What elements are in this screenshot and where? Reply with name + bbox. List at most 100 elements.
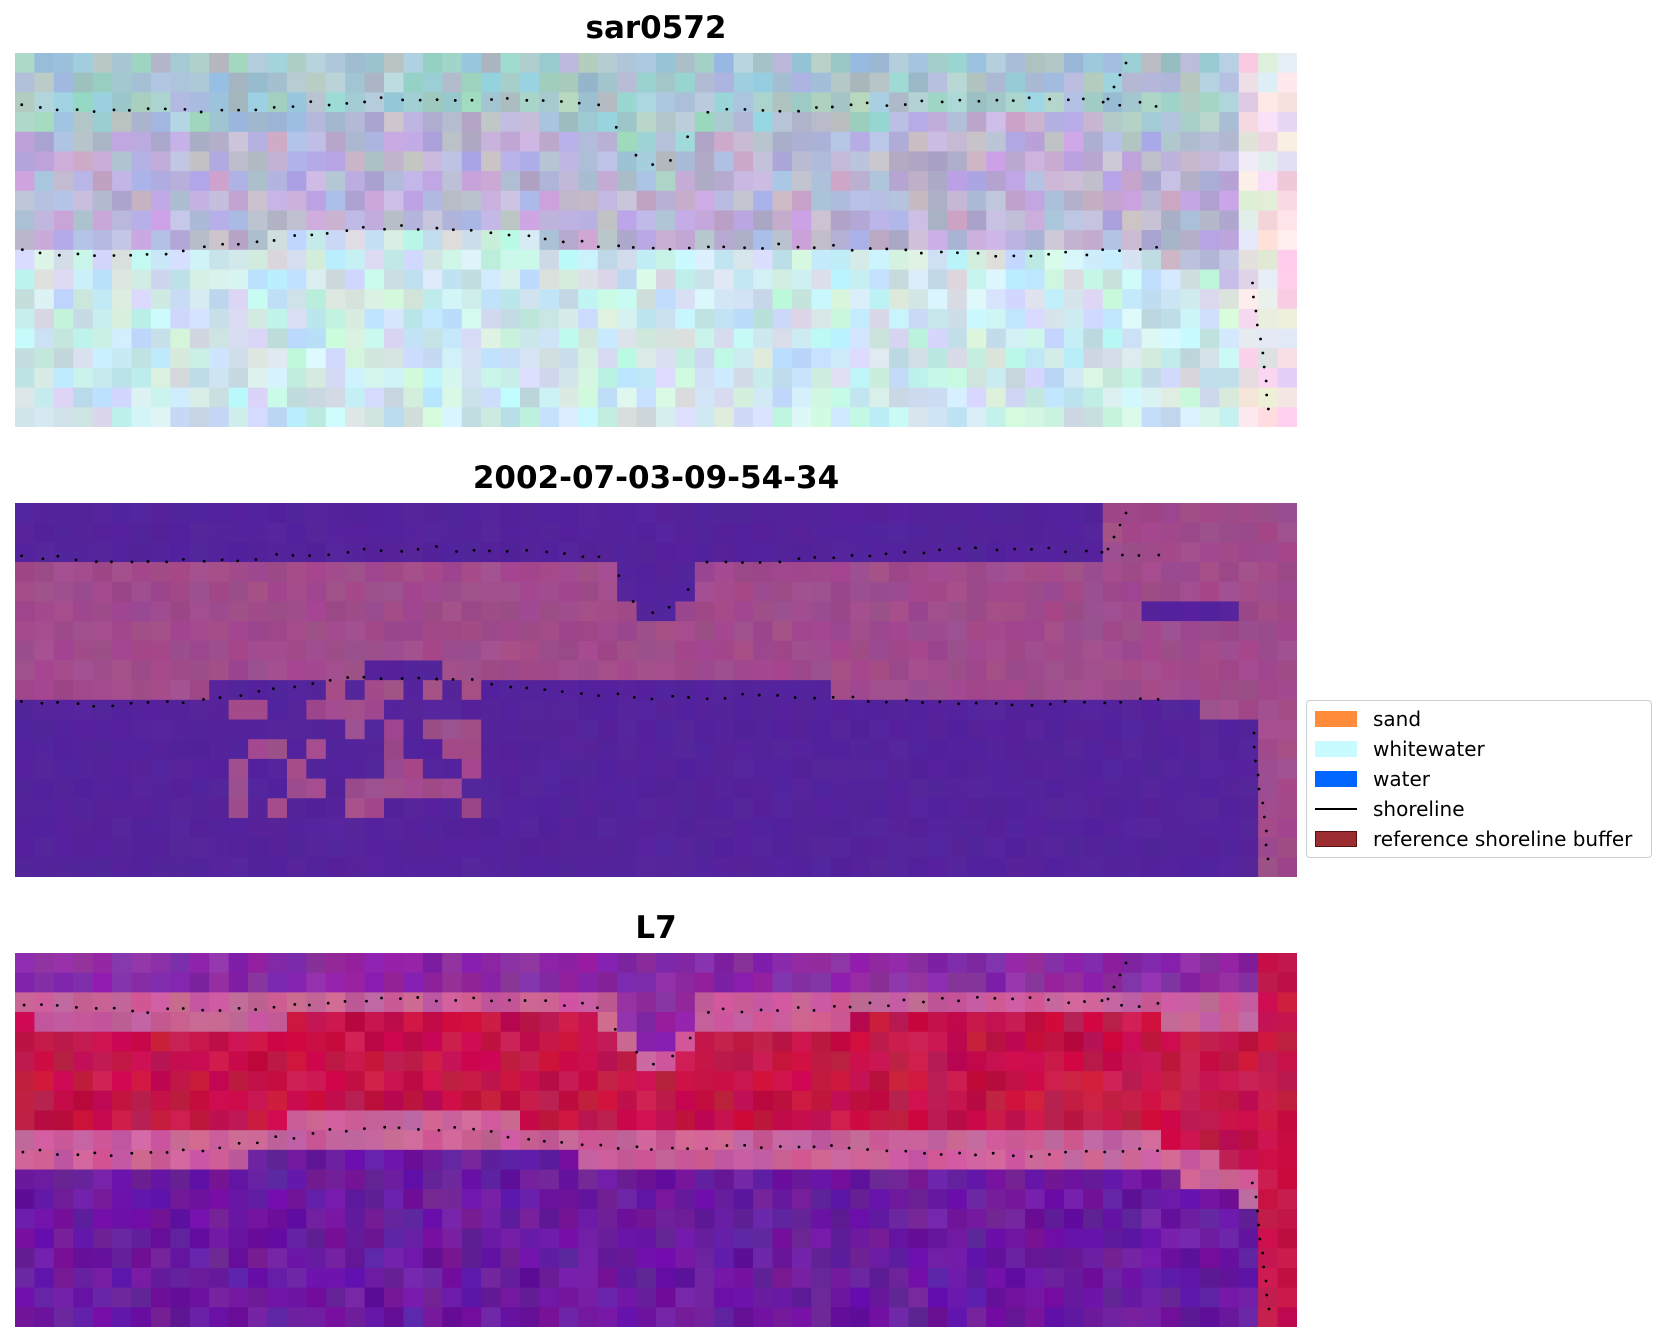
- raster-pixel: [170, 1012, 191, 1033]
- raster-pixel: [675, 1090, 696, 1112]
- raster-pixel: [1063, 581, 1084, 603]
- raster-pixel: [597, 660, 618, 681]
- raster-pixel: [403, 542, 424, 563]
- raster-pixel: [1199, 522, 1220, 543]
- raster-pixel: [267, 1208, 288, 1230]
- raster-pixel: [1083, 131, 1104, 153]
- raster-pixel: [500, 1012, 521, 1033]
- raster-pixel: [53, 1031, 74, 1053]
- raster-pixel: [461, 699, 482, 721]
- raster-pixel: [966, 269, 987, 290]
- raster-pixel: [1083, 210, 1104, 231]
- raster-pixel: [558, 503, 579, 524]
- raster-pixel: [636, 699, 657, 721]
- raster-pixel: [753, 171, 774, 192]
- raster-pixel: [1044, 1228, 1065, 1249]
- raster-pixel: [209, 210, 230, 231]
- raster-pixel: [131, 171, 152, 192]
- raster-pixel: [306, 269, 327, 290]
- raster-pixel: [384, 72, 405, 93]
- raster-pixel: [53, 719, 74, 740]
- raster-pixel: [1199, 660, 1220, 681]
- raster-pixel: [986, 348, 1007, 369]
- raster-pixel: [500, 151, 521, 172]
- raster-pixel: [733, 387, 754, 408]
- shoreline-point: [1137, 1005, 1141, 1008]
- raster-pixel: [1102, 72, 1123, 93]
- raster-pixel: [539, 1090, 560, 1112]
- raster-pixel: [597, 1189, 618, 1210]
- shoreline-point: [778, 109, 782, 113]
- raster-pixel: [772, 817, 793, 839]
- raster-pixel: [306, 758, 327, 780]
- raster-pixel: [714, 562, 735, 583]
- raster-pixel: [1063, 367, 1084, 389]
- raster-pixel: [675, 1228, 696, 1249]
- raster-pixel: [1141, 542, 1162, 563]
- raster-pixel: [636, 640, 657, 662]
- raster-pixel: [1277, 1071, 1297, 1092]
- raster-pixel: [636, 1130, 657, 1151]
- raster-pixel: [1122, 53, 1143, 74]
- raster-pixel: [636, 1267, 657, 1289]
- raster-pixel: [986, 171, 1007, 192]
- raster-pixel: [306, 112, 327, 133]
- raster-pixel: [1277, 131, 1297, 153]
- raster-pixel: [170, 249, 191, 271]
- raster-pixel: [558, 1267, 579, 1289]
- raster-pixel: [1025, 758, 1046, 780]
- shoreline-point: [778, 1145, 782, 1148]
- raster-pixel: [520, 112, 541, 133]
- raster-pixel: [73, 249, 94, 271]
- raster-pixel: [442, 1248, 463, 1269]
- raster-pixel: [286, 778, 307, 799]
- raster-pixel: [908, 522, 929, 543]
- shoreline-point: [56, 554, 60, 558]
- raster-pixel: [209, 817, 230, 839]
- raster-pixel: [1102, 1208, 1123, 1230]
- raster-pixel: [73, 562, 94, 583]
- raster-pixel: [112, 1149, 133, 1171]
- raster-pixel: [403, 1267, 424, 1289]
- shoreline-point: [1121, 1149, 1125, 1153]
- raster-pixel: [53, 1130, 74, 1151]
- raster-pixel: [209, 230, 230, 251]
- raster-pixel: [267, 289, 288, 310]
- shoreline-point: [974, 1153, 977, 1157]
- raster-pixel: [15, 1090, 36, 1112]
- raster-pixel: [150, 640, 171, 662]
- raster-pixel: [617, 1248, 638, 1269]
- raster-pixel: [753, 269, 774, 290]
- raster-pixel: [694, 581, 715, 603]
- raster-pixel: [481, 53, 502, 74]
- raster-pixel: [636, 348, 657, 369]
- raster-pixel: [927, 289, 948, 310]
- raster-pixel: [248, 289, 269, 310]
- raster-pixel: [966, 289, 987, 310]
- raster-pixel: [150, 758, 171, 780]
- raster-pixel: [1044, 581, 1065, 603]
- raster-pixel: [908, 289, 929, 310]
- raster-pixel: [1141, 92, 1162, 113]
- raster-pixel: [34, 1051, 55, 1072]
- raster-pixel: [1161, 328, 1182, 349]
- raster-pixel: [1258, 758, 1279, 780]
- raster-pixel: [1180, 1012, 1201, 1033]
- raster-pixel: [714, 601, 735, 622]
- raster-pixel: [1258, 131, 1279, 153]
- raster-pixel: [248, 503, 269, 524]
- raster-pixel: [1063, 1208, 1084, 1230]
- raster-pixel: [15, 328, 36, 349]
- raster-pixel: [325, 131, 346, 153]
- raster-pixel: [248, 1287, 269, 1308]
- raster-pixel: [92, 1267, 113, 1289]
- raster-pixel: [209, 289, 230, 310]
- raster-pixel: [481, 778, 502, 799]
- raster-pixel: [384, 1012, 405, 1033]
- raster-pixel: [286, 289, 307, 310]
- raster-pixel: [461, 1169, 482, 1190]
- raster-pixel: [636, 1208, 657, 1230]
- raster-pixel: [830, 407, 851, 427]
- raster-pixel: [267, 131, 288, 153]
- raster-pixel: [1258, 1208, 1279, 1230]
